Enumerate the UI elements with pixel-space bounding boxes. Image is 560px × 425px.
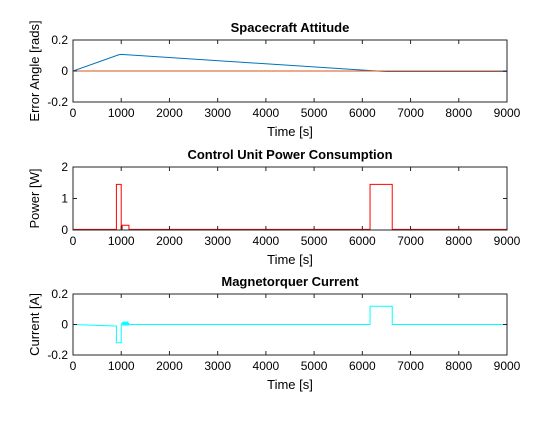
plot-marks: 0 1000 2000 3000 4000 5000 6000 7000 8000 9000 -0.… [47,33,520,120]
x-tick-label: 3000 [204,359,231,373]
y-tick-label: -0.2 [47,348,68,362]
x-tick-label: 9000 [494,106,521,120]
x-axis-label: Time [s] [267,377,313,392]
x-tick-label: 2000 [156,234,183,248]
x-tick-label: 3000 [204,234,231,248]
y-axis-label: Power [W] [27,169,42,229]
x-tick-label: 5000 [301,106,328,120]
magnetorquer-current-plot: Magnetorquer Current Time [s] Current [A… [27,274,521,392]
x-tick-label: 7000 [397,234,424,248]
x-axis-label: Time [s] [267,124,313,139]
spacecraft-attitude-plot: Spacecraft Attitude Time [s] Error Angle… [27,20,521,139]
x-tick-label: 0 [70,106,77,120]
x-tick-label: 1000 [108,359,135,373]
x-tick-label: 2000 [156,359,183,373]
x-tick-label: 0 [70,359,77,373]
x-tick-label: 4000 [253,106,280,120]
plot-marks: 0 1000 2000 3000 4000 5000 6000 7000 8000 9000 -0.… [47,287,520,373]
plot-title: Magnetorquer Current [221,274,359,289]
y-tick-label: 0 [61,318,68,332]
x-tick-label: 8000 [445,106,472,120]
x-tick-label: 2000 [156,106,183,120]
x-tick-label: 0 [70,234,77,248]
x-axis-label: Time [s] [267,252,313,267]
x-tick-label: 3000 [204,106,231,120]
plot-title: Control Unit Power Consumption [187,147,392,162]
x-tick-label: 9000 [494,234,521,248]
x-tick-label: 1000 [108,106,135,120]
plot-marks: 0 1000 2000 3000 4000 5000 6000 7000 8000 9000 0 1 2 [61,160,520,248]
y-tick-label: 1 [61,192,68,206]
x-tick-label: 8000 [445,359,472,373]
x-tick-label: 8000 [445,234,472,248]
plot-title: Spacecraft Attitude [231,20,350,35]
power-consumption-plot: Control Unit Power Consumption Time [s] … [27,147,521,267]
y-tick-label: 0 [61,223,68,237]
x-tick-label: 4000 [253,234,280,248]
y-axis-label: Current [A] [27,293,42,356]
x-tick-label: 5000 [301,359,328,373]
series-line-1 [73,305,507,344]
y-tick-label: 2 [61,160,68,174]
x-tick-label: 5000 [301,234,328,248]
y-tick-label: -0.2 [47,95,68,109]
y-tick-label: 0 [61,64,68,78]
series-line-1 [73,183,507,230]
y-tick-label: 0.2 [51,287,68,301]
x-tick-label: 4000 [253,359,280,373]
x-tick-label: 6000 [349,234,376,248]
x-tick-label: 6000 [349,359,376,373]
y-axis-label: Error Angle [rads] [27,20,42,121]
x-tick-label: 6000 [349,106,376,120]
y-tick-label: 0.2 [51,33,68,47]
x-tick-label: 1000 [108,234,135,248]
x-tick-label: 9000 [494,359,521,373]
x-tick-label: 7000 [397,106,424,120]
x-tick-label: 7000 [397,359,424,373]
